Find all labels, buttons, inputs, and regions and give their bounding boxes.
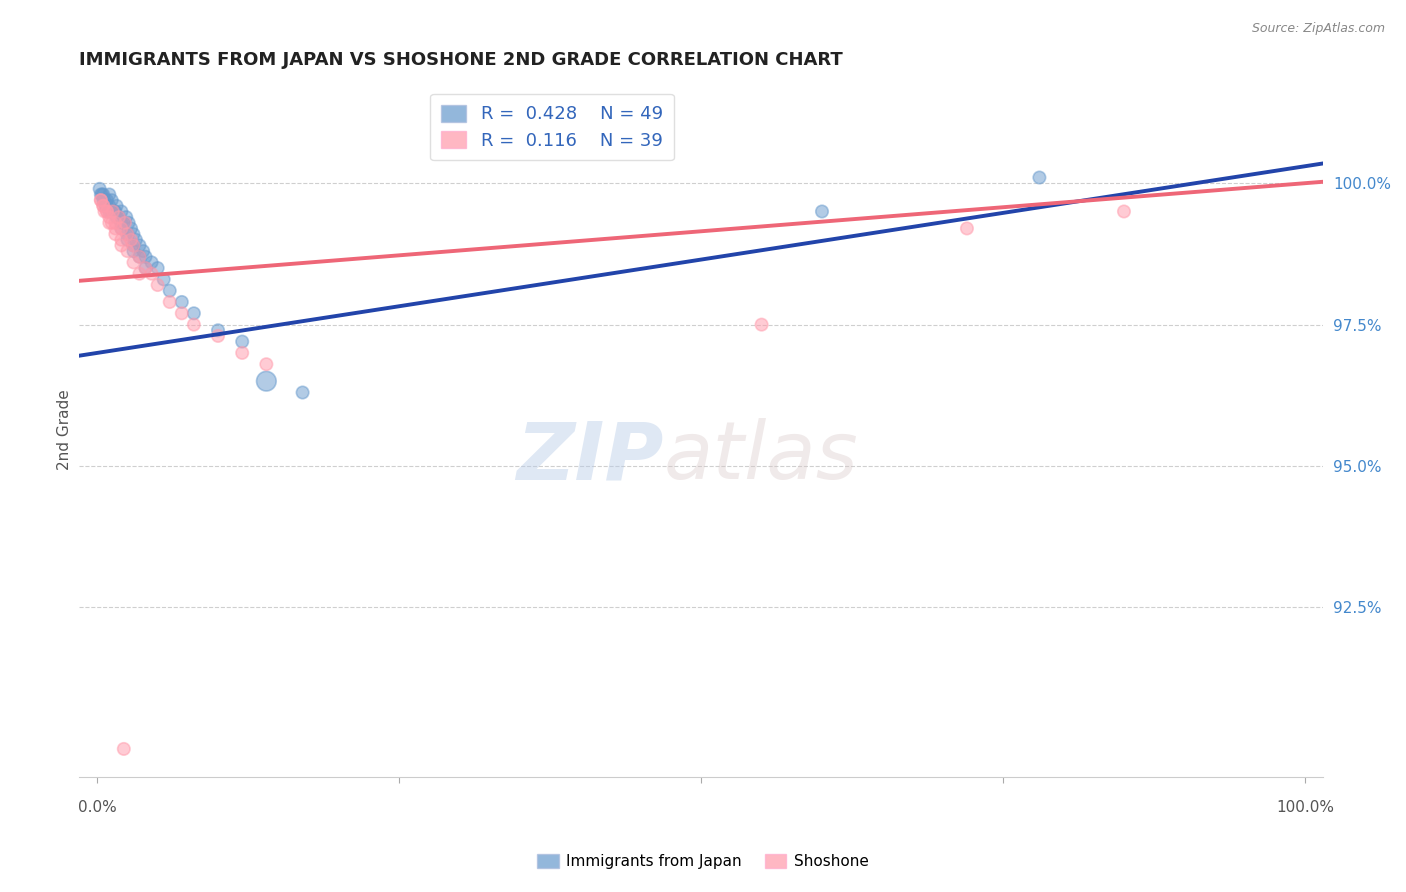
Point [110, 233, 132, 247]
Point [93, 204, 115, 219]
Point [108, 210, 131, 224]
Point [96, 204, 118, 219]
Point [108, 210, 131, 224]
Point [91, 193, 114, 207]
Point [1028, 170, 1050, 185]
Point [291, 385, 314, 400]
Point [100, 193, 122, 207]
Point [135, 260, 157, 275]
Point [146, 278, 169, 293]
Point [100, 216, 122, 230]
Point [96, 193, 118, 207]
Point [91, 199, 114, 213]
Point [104, 204, 127, 219]
Point [254, 374, 277, 388]
Point [170, 306, 193, 320]
Point [207, 329, 229, 343]
Point [141, 267, 163, 281]
Point [122, 255, 145, 269]
Point [183, 318, 205, 332]
Text: atlas: atlas [664, 418, 859, 496]
Point [751, 318, 773, 332]
Point [110, 221, 132, 235]
Point [90, 187, 112, 202]
Point [105, 210, 128, 224]
Point [125, 233, 148, 247]
Point [104, 221, 127, 235]
Text: 100.0%: 100.0% [1277, 800, 1334, 815]
Point [254, 357, 277, 371]
Point [811, 204, 834, 219]
Point [122, 238, 145, 252]
Point [128, 250, 150, 264]
Point [114, 216, 136, 230]
Point [91, 187, 114, 202]
Point [159, 295, 181, 310]
Point [98, 216, 121, 230]
Point [120, 221, 142, 235]
Point [96, 199, 118, 213]
Point [207, 323, 229, 337]
Point [98, 187, 121, 202]
Point [91, 187, 114, 202]
Point [122, 227, 145, 241]
Point [90, 193, 112, 207]
Point [104, 216, 127, 230]
Text: 0.0%: 0.0% [77, 800, 117, 815]
Text: ZIP: ZIP [516, 418, 664, 496]
Point [122, 244, 145, 258]
Point [170, 295, 193, 310]
Point [96, 204, 118, 219]
Legend: R =  0.428    N = 49, R =  0.116    N = 39: R = 0.428 N = 49, R = 0.116 N = 39 [430, 94, 673, 161]
Point [93, 193, 115, 207]
Point [110, 238, 132, 252]
Point [231, 346, 253, 360]
Point [110, 204, 132, 219]
Point [135, 260, 157, 275]
Point [112, 216, 135, 230]
Point [1112, 204, 1135, 219]
Point [956, 221, 979, 235]
Point [103, 204, 125, 219]
Y-axis label: 2nd Grade: 2nd Grade [58, 389, 72, 470]
Text: Source: ZipAtlas.com: Source: ZipAtlas.com [1251, 22, 1385, 36]
Point [132, 244, 155, 258]
Point [152, 272, 174, 286]
Point [122, 238, 145, 252]
Point [183, 306, 205, 320]
Point [128, 238, 150, 252]
Point [104, 227, 127, 241]
Point [89, 182, 111, 196]
Legend: Immigrants from Japan, Shoshone: Immigrants from Japan, Shoshone [531, 847, 875, 875]
Point [115, 210, 138, 224]
Point [120, 233, 142, 247]
Point [128, 250, 150, 264]
Point [231, 334, 253, 349]
Point [98, 204, 121, 219]
Point [135, 250, 157, 264]
Point [117, 227, 139, 241]
Point [105, 199, 128, 213]
Point [159, 284, 181, 298]
Text: IMMIGRANTS FROM JAPAN VS SHOSHONE 2ND GRADE CORRELATION CHART: IMMIGRANTS FROM JAPAN VS SHOSHONE 2ND GR… [79, 51, 842, 69]
Point [101, 204, 124, 219]
Point [117, 244, 139, 258]
Point [100, 204, 122, 219]
Point [141, 255, 163, 269]
Point [117, 233, 139, 247]
Point [90, 193, 112, 207]
Point [94, 199, 117, 213]
Point [117, 216, 139, 230]
Point [91, 199, 114, 213]
Point [98, 210, 121, 224]
Point [117, 227, 139, 241]
Point [98, 199, 121, 213]
Point [128, 267, 150, 281]
Point [112, 742, 135, 756]
Point [110, 216, 132, 230]
Point [110, 221, 132, 235]
Point [146, 260, 169, 275]
